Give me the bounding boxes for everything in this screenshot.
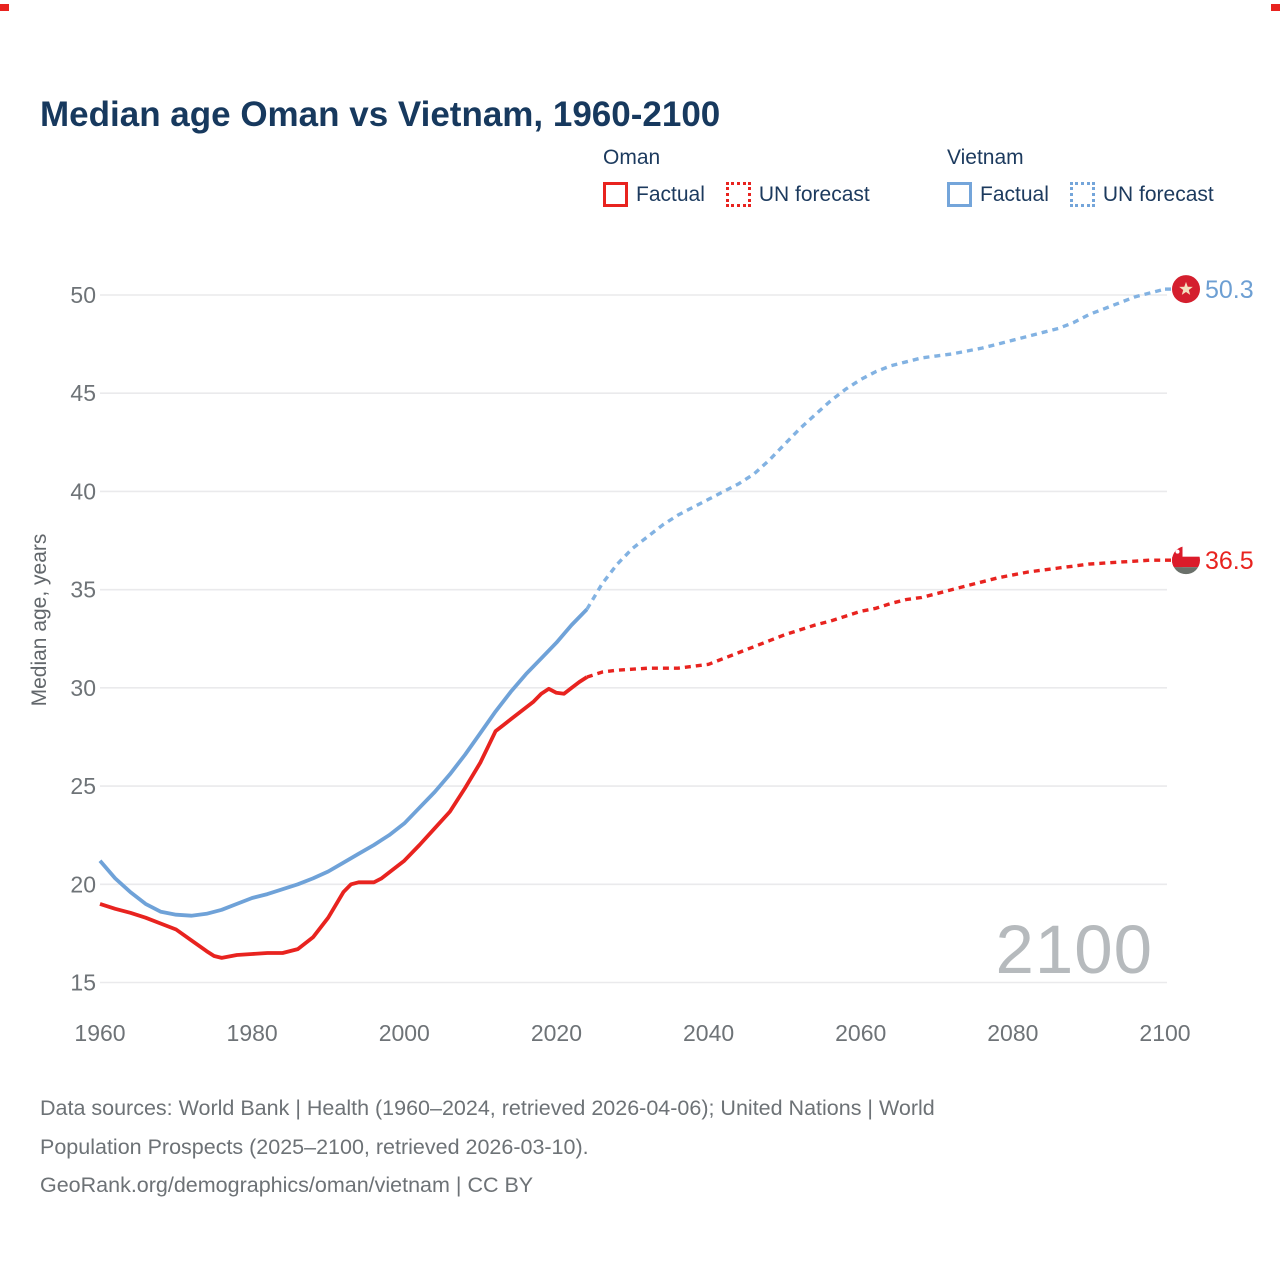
series-vietnam-factual <box>98 607 589 918</box>
y-tick-label-35: 35 <box>70 577 96 603</box>
legend-label-oman-factual: Factual <box>636 182 705 206</box>
legend-swatch-oman-forecast <box>725 182 751 207</box>
y-tick-label-15: 15 <box>70 970 96 996</box>
y-tick-label-25: 25 <box>70 773 96 799</box>
oman-flag-icon <box>1172 546 1200 575</box>
x-tick-label-2080: 2080 <box>987 1020 1038 1046</box>
y-axis-title: Median age, years <box>28 534 51 707</box>
end-value-label-vietnam: 50.3 <box>1205 276 1254 304</box>
legend-row-vietnam: Factual UN forecast <box>947 182 1214 207</box>
screen-edge-artifact-left <box>0 4 9 11</box>
series-vietnam-forecast <box>585 287 1166 611</box>
legend-label-vietnam-forecast: UN forecast <box>1102 182 1214 206</box>
legend-swatch-vietnam-factual <box>947 182 972 207</box>
footer-data-sources-line2: Population Prospects (2025–2100, retriev… <box>40 1134 589 1159</box>
end-value-label-oman: 36.5 <box>1205 547 1254 575</box>
x-tick-label-1980: 1980 <box>227 1020 278 1046</box>
vietnam-star-icon <box>1179 281 1193 295</box>
legend-group-oman: Oman Factual UN forecast <box>603 146 870 207</box>
y-tick-label-20: 20 <box>70 871 96 897</box>
legend-swatch-oman-factual <box>603 182 628 207</box>
x-tick-label-2100: 2100 <box>1139 1020 1190 1046</box>
x-tick-label-1960: 1960 <box>74 1020 125 1046</box>
series-oman-forecast <box>586 558 1165 679</box>
x-tick-label-2000: 2000 <box>379 1020 430 1046</box>
legend-swatch-vietnam-forecast <box>1069 182 1095 207</box>
screen-edge-artifact-right <box>1271 4 1280 11</box>
footer-attribution-link: GeoRank.org/demographics/oman/vietnam | … <box>40 1173 534 1197</box>
x-tick-label-2020: 2020 <box>531 1020 582 1046</box>
x-tick-label-2040: 2040 <box>683 1020 734 1046</box>
y-tick-label-40: 40 <box>70 478 96 504</box>
series-oman-factual <box>99 675 588 960</box>
footer-data-sources-line1: Data sources: World Bank | Health (1960–… <box>40 1096 935 1120</box>
y-tick-label-30: 30 <box>70 675 96 701</box>
x-tick-label-2060: 2060 <box>835 1020 886 1046</box>
legend-title-vietnam: Vietnam <box>947 146 1024 169</box>
y-tick-label-45: 45 <box>70 380 96 406</box>
legend-label-oman-forecast: UN forecast <box>758 182 870 206</box>
footer: Data sources: World Bank | Health (1960–… <box>40 1089 935 1205</box>
y-tick-label-50: 50 <box>70 282 96 308</box>
page-title: Median age Oman vs Vietnam, 1960-2100 <box>40 95 721 135</box>
legend-row-oman: Factual UN forecast <box>603 182 870 207</box>
legend-label-vietnam-factual: Factual <box>980 182 1049 206</box>
legend-group-vietnam: Vietnam Factual UN forecast <box>947 146 1214 207</box>
legend-title-oman: Oman <box>603 146 661 169</box>
watermark-year: 2100 <box>996 911 1154 988</box>
